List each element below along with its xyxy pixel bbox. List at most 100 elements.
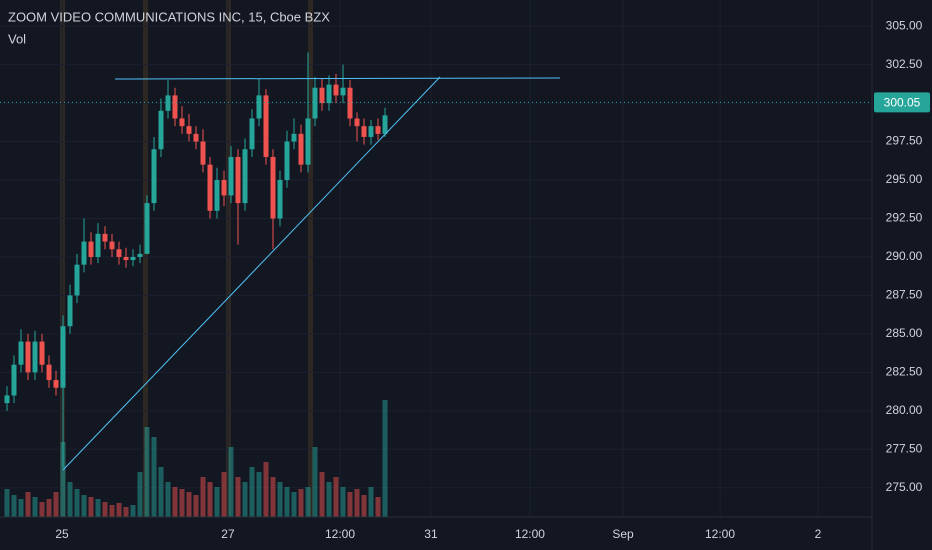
volume-bar xyxy=(60,442,66,517)
candle-body xyxy=(81,241,87,265)
y-tick-label: 295.00 xyxy=(886,172,923,186)
candle-body xyxy=(137,253,143,257)
candle-body xyxy=(347,87,353,119)
x-tick-label: 12:00 xyxy=(325,527,355,541)
candle-body xyxy=(375,126,381,134)
candle-body xyxy=(109,241,115,250)
candle-body xyxy=(102,233,108,242)
candle-body xyxy=(256,95,262,119)
candle-body xyxy=(88,241,94,257)
volume-bar xyxy=(298,489,304,517)
resistance-line xyxy=(114,77,561,80)
volume-bar xyxy=(249,467,255,517)
volume-bar xyxy=(109,505,115,517)
y-tick-label: 287.50 xyxy=(886,288,923,302)
candles xyxy=(4,52,388,468)
y-tick-label: 280.00 xyxy=(886,403,923,417)
volume-bar xyxy=(193,495,199,517)
volume-bar xyxy=(361,495,367,517)
y-tick-label: 292.50 xyxy=(886,211,923,225)
candle-body xyxy=(158,110,164,150)
candle-body xyxy=(354,118,360,127)
candle-body xyxy=(4,395,10,404)
volume-bar xyxy=(263,462,269,517)
volume-bar xyxy=(81,495,87,517)
volume-bar xyxy=(46,499,52,517)
volume xyxy=(4,400,388,517)
candle-body xyxy=(39,341,45,365)
y-tick-label: 297.50 xyxy=(886,134,923,148)
volume-bar xyxy=(137,472,143,517)
candle-body xyxy=(179,118,185,127)
volume-bar xyxy=(165,482,171,517)
candle-body xyxy=(25,341,31,373)
candle-body xyxy=(277,180,283,219)
candle-body xyxy=(123,256,129,261)
volume-bar xyxy=(326,482,332,517)
candle-body xyxy=(53,380,59,388)
candle-body xyxy=(60,326,66,388)
volume-bar xyxy=(67,482,73,517)
session-band xyxy=(226,0,231,517)
candle-body xyxy=(221,180,227,196)
volume-bar xyxy=(158,467,164,517)
volume-bar xyxy=(242,482,248,517)
axes: 305.00302.50300.00297.50295.00292.50290.… xyxy=(0,18,930,541)
y-tick-label: 305.00 xyxy=(886,18,923,32)
x-tick-label: 25 xyxy=(55,527,69,541)
volume-bar xyxy=(207,482,213,517)
candle-body xyxy=(144,203,150,254)
candle-body xyxy=(333,84,339,96)
x-tick-label: 12:00 xyxy=(705,527,735,541)
candle-body xyxy=(130,256,136,261)
candle-body xyxy=(249,118,255,150)
volume-bar xyxy=(319,472,325,517)
volume-bar xyxy=(123,507,129,517)
x-tick-label: Sep xyxy=(612,527,634,541)
last-price-label: 300.05 xyxy=(884,95,921,109)
candle-body xyxy=(242,149,248,204)
candle-body xyxy=(340,87,346,96)
x-tick-label: 27 xyxy=(221,527,235,541)
volume-bar xyxy=(172,487,178,517)
session-band xyxy=(308,0,313,517)
last-price-box xyxy=(874,92,930,113)
volume-bar xyxy=(333,477,339,517)
volume-bar xyxy=(347,492,353,517)
volume-label: Vol xyxy=(8,31,26,46)
candle-body xyxy=(368,126,374,137)
candle-body xyxy=(116,249,122,257)
candle-body xyxy=(361,126,367,137)
volume-bar xyxy=(130,505,136,517)
session-band xyxy=(143,0,148,517)
candle-body xyxy=(32,341,38,373)
candle-body xyxy=(298,133,304,165)
volume-bar xyxy=(270,477,276,517)
volume-bar xyxy=(382,400,388,517)
volume-bar xyxy=(221,472,227,517)
y-tick-label: 275.00 xyxy=(886,480,923,494)
volume-bar xyxy=(375,497,381,517)
candle-body xyxy=(270,156,276,219)
volume-bar xyxy=(116,503,122,517)
candle-body xyxy=(305,118,311,165)
candle-body xyxy=(46,364,52,381)
candle-body xyxy=(235,156,241,204)
x-tick-label: 2 xyxy=(815,527,822,541)
candle-body xyxy=(382,115,388,134)
candle-body xyxy=(200,141,206,165)
volume-bar xyxy=(284,487,290,517)
candle-body xyxy=(165,95,171,111)
candle-body xyxy=(74,264,80,296)
volume-bar xyxy=(88,497,94,517)
volume-bar xyxy=(39,502,45,517)
candle-body xyxy=(263,95,269,157)
volume-bar xyxy=(200,477,206,517)
x-tick-label: 31 xyxy=(424,527,438,541)
volume-bar xyxy=(277,482,283,517)
volume-bar xyxy=(214,487,220,517)
candle-body xyxy=(151,149,157,204)
candle-body xyxy=(326,84,332,104)
volume-bar xyxy=(4,489,10,517)
y-tick-label: 277.50 xyxy=(886,441,923,455)
